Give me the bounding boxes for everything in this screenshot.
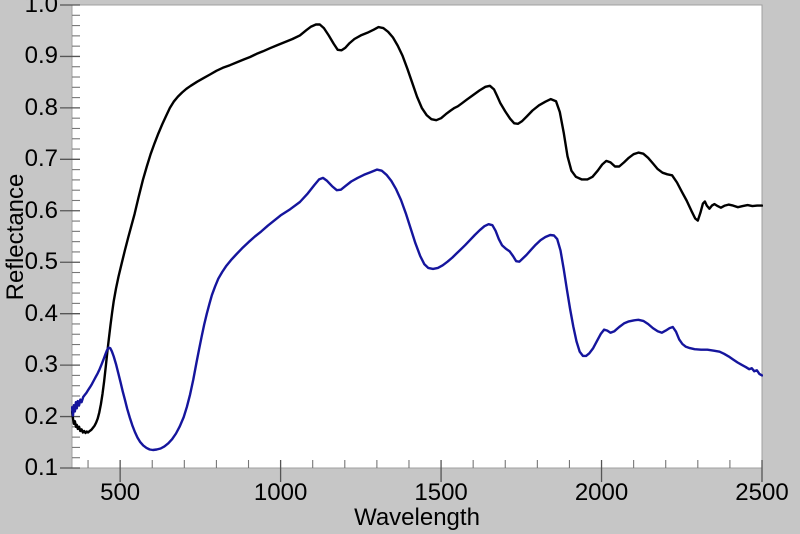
- upper-spectrum-black: [71, 23, 763, 435]
- y-tick-label: 0.2: [24, 402, 58, 430]
- plot-frame: [71, 4, 763, 469]
- x-tick-label: 1000: [253, 479, 308, 506]
- x-tick-label: 2000: [574, 479, 629, 506]
- y-tick-label: 0.1: [24, 454, 58, 481]
- y-tick-label: 0.5: [24, 248, 58, 276]
- x-tick-label: 500: [100, 479, 141, 506]
- x-tick-label: 1500: [414, 479, 468, 506]
- y-tick-label: 0.4: [24, 299, 58, 327]
- y-tick-label: 1.0: [24, 0, 58, 18]
- x-axis-title: Wavelength: [354, 504, 480, 531]
- y-tick-label: 0.9: [24, 42, 58, 70]
- y-tick-label: 0.8: [24, 93, 58, 121]
- y-tick-label: 0.3: [24, 351, 58, 379]
- y-tick-label: 0.6: [24, 196, 58, 224]
- x-tick-label: 2500: [735, 479, 789, 506]
- y-tick-label: 0.7: [24, 145, 58, 173]
- lower-spectrum-blue: [71, 168, 763, 452]
